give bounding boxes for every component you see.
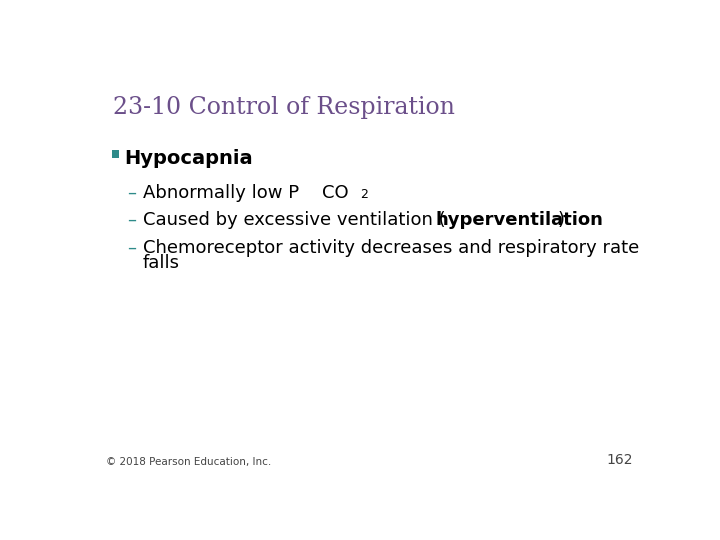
Text: Abnormally low P: Abnormally low P — [143, 184, 299, 202]
Text: 162: 162 — [606, 453, 632, 467]
Text: 2: 2 — [360, 188, 368, 201]
Text: –: – — [127, 239, 136, 257]
Text: falls: falls — [143, 254, 180, 272]
Text: Hypocapnia: Hypocapnia — [124, 150, 253, 168]
Bar — [112, 150, 120, 158]
Text: Caused by excessive ventilation (: Caused by excessive ventilation ( — [143, 211, 446, 229]
Text: Chemoreceptor activity decreases and respiratory rate: Chemoreceptor activity decreases and res… — [143, 239, 639, 257]
Text: –: – — [127, 211, 136, 229]
Text: CO: CO — [322, 184, 348, 202]
Text: hyperventilation: hyperventilation — [435, 211, 603, 229]
Text: 23-10 Control of Respiration: 23-10 Control of Respiration — [113, 96, 455, 119]
Text: © 2018 Pearson Education, Inc.: © 2018 Pearson Education, Inc. — [106, 457, 271, 467]
Text: –: – — [127, 184, 136, 202]
Text: ): ) — [557, 211, 564, 229]
